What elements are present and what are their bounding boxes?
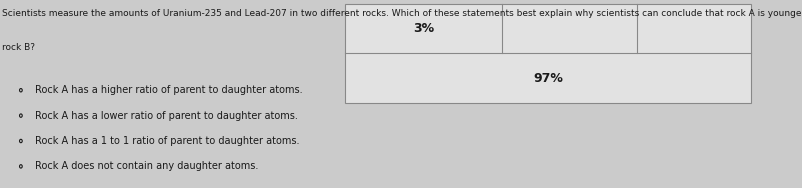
Text: 97%: 97% [533, 71, 562, 85]
Text: Rock A has a 1 to 1 ratio of parent to daughter atoms.: Rock A has a 1 to 1 ratio of parent to d… [35, 136, 299, 146]
Text: Rock A has a higher ratio of parent to daughter atoms.: Rock A has a higher ratio of parent to d… [35, 85, 302, 95]
Text: rock B?: rock B? [2, 43, 35, 52]
Bar [345, 4, 750, 103]
Text: Scientists measure the amounts of Uranium-235 and Lead-207 in two different rock: Scientists measure the amounts of Uraniu… [2, 9, 802, 18]
Text: 3%: 3% [412, 22, 434, 35]
Text: Rock A does not contain any daughter atoms.: Rock A does not contain any daughter ato… [35, 161, 258, 171]
Text: Rock A has a lower ratio of parent to daughter atoms.: Rock A has a lower ratio of parent to da… [35, 111, 298, 121]
